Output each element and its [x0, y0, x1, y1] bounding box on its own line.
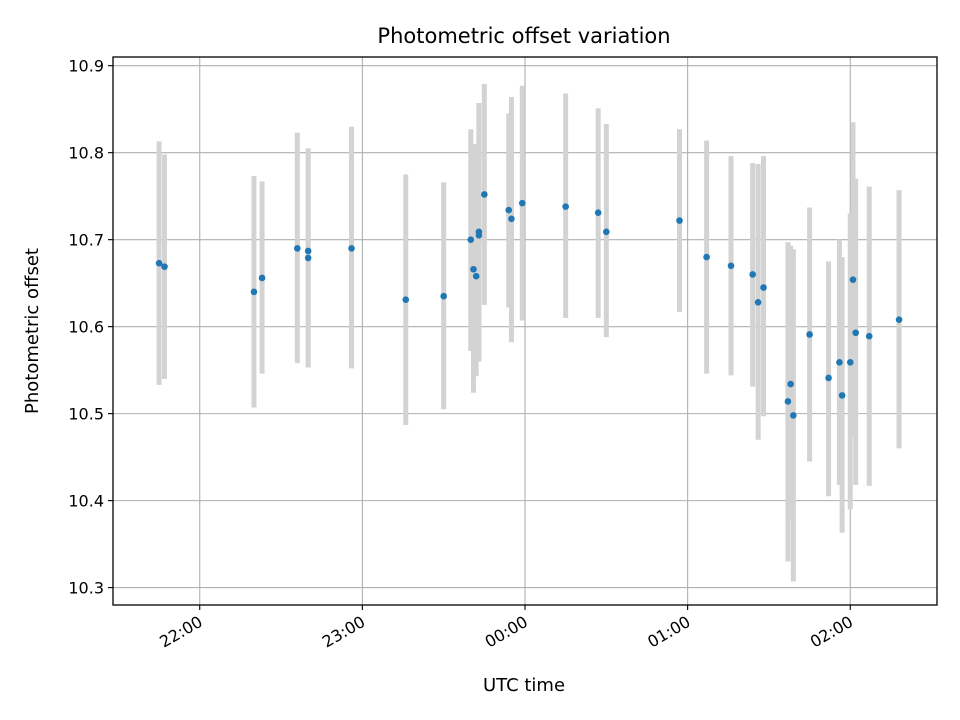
data-point	[852, 329, 859, 337]
data-point	[304, 254, 312, 262]
data-point	[787, 380, 794, 388]
data-point	[895, 316, 903, 323]
data-point	[481, 191, 488, 198]
data-point	[508, 215, 515, 223]
data-point	[562, 203, 569, 210]
data-point	[505, 206, 513, 214]
data-point	[838, 392, 846, 399]
data-point	[846, 359, 854, 366]
y-tick-label: 10.4	[68, 492, 104, 511]
data-point	[825, 374, 832, 382]
data-point	[294, 245, 301, 252]
data-point	[754, 298, 762, 306]
data-point	[467, 236, 475, 243]
data-point	[836, 359, 843, 366]
data-point	[749, 271, 756, 278]
chart-title: Photometric offset variation	[377, 24, 670, 48]
data-point	[603, 228, 610, 236]
data-point	[402, 296, 410, 303]
data-point	[250, 288, 258, 296]
data-point	[161, 263, 168, 270]
data-point	[518, 199, 526, 207]
data-point	[475, 232, 483, 239]
y-tick-label: 10.6	[68, 318, 104, 337]
y-tick-label: 10.7	[68, 231, 104, 250]
data-point	[790, 412, 797, 419]
data-point	[806, 331, 813, 338]
y-axis-label: Photometric offset	[22, 248, 43, 414]
data-point	[594, 209, 602, 217]
data-point	[703, 253, 710, 261]
data-point	[784, 398, 792, 405]
data-point	[472, 272, 480, 280]
y-tick-label: 10.3	[68, 579, 104, 598]
data-point	[348, 245, 355, 252]
y-tick-label: 10.5	[68, 405, 104, 424]
data-point	[304, 247, 312, 255]
data-point	[470, 265, 477, 273]
data-point	[258, 274, 266, 282]
y-tick-label: 10.9	[68, 57, 104, 76]
x-axis-label: UTC time	[483, 675, 565, 696]
data-point	[676, 217, 683, 224]
data-point	[760, 284, 767, 291]
data-point	[865, 332, 873, 340]
data-point	[849, 276, 857, 283]
y-tick-label: 10.8	[68, 144, 104, 163]
data-point	[155, 259, 163, 267]
data-point	[440, 292, 447, 300]
data-point	[727, 262, 735, 270]
